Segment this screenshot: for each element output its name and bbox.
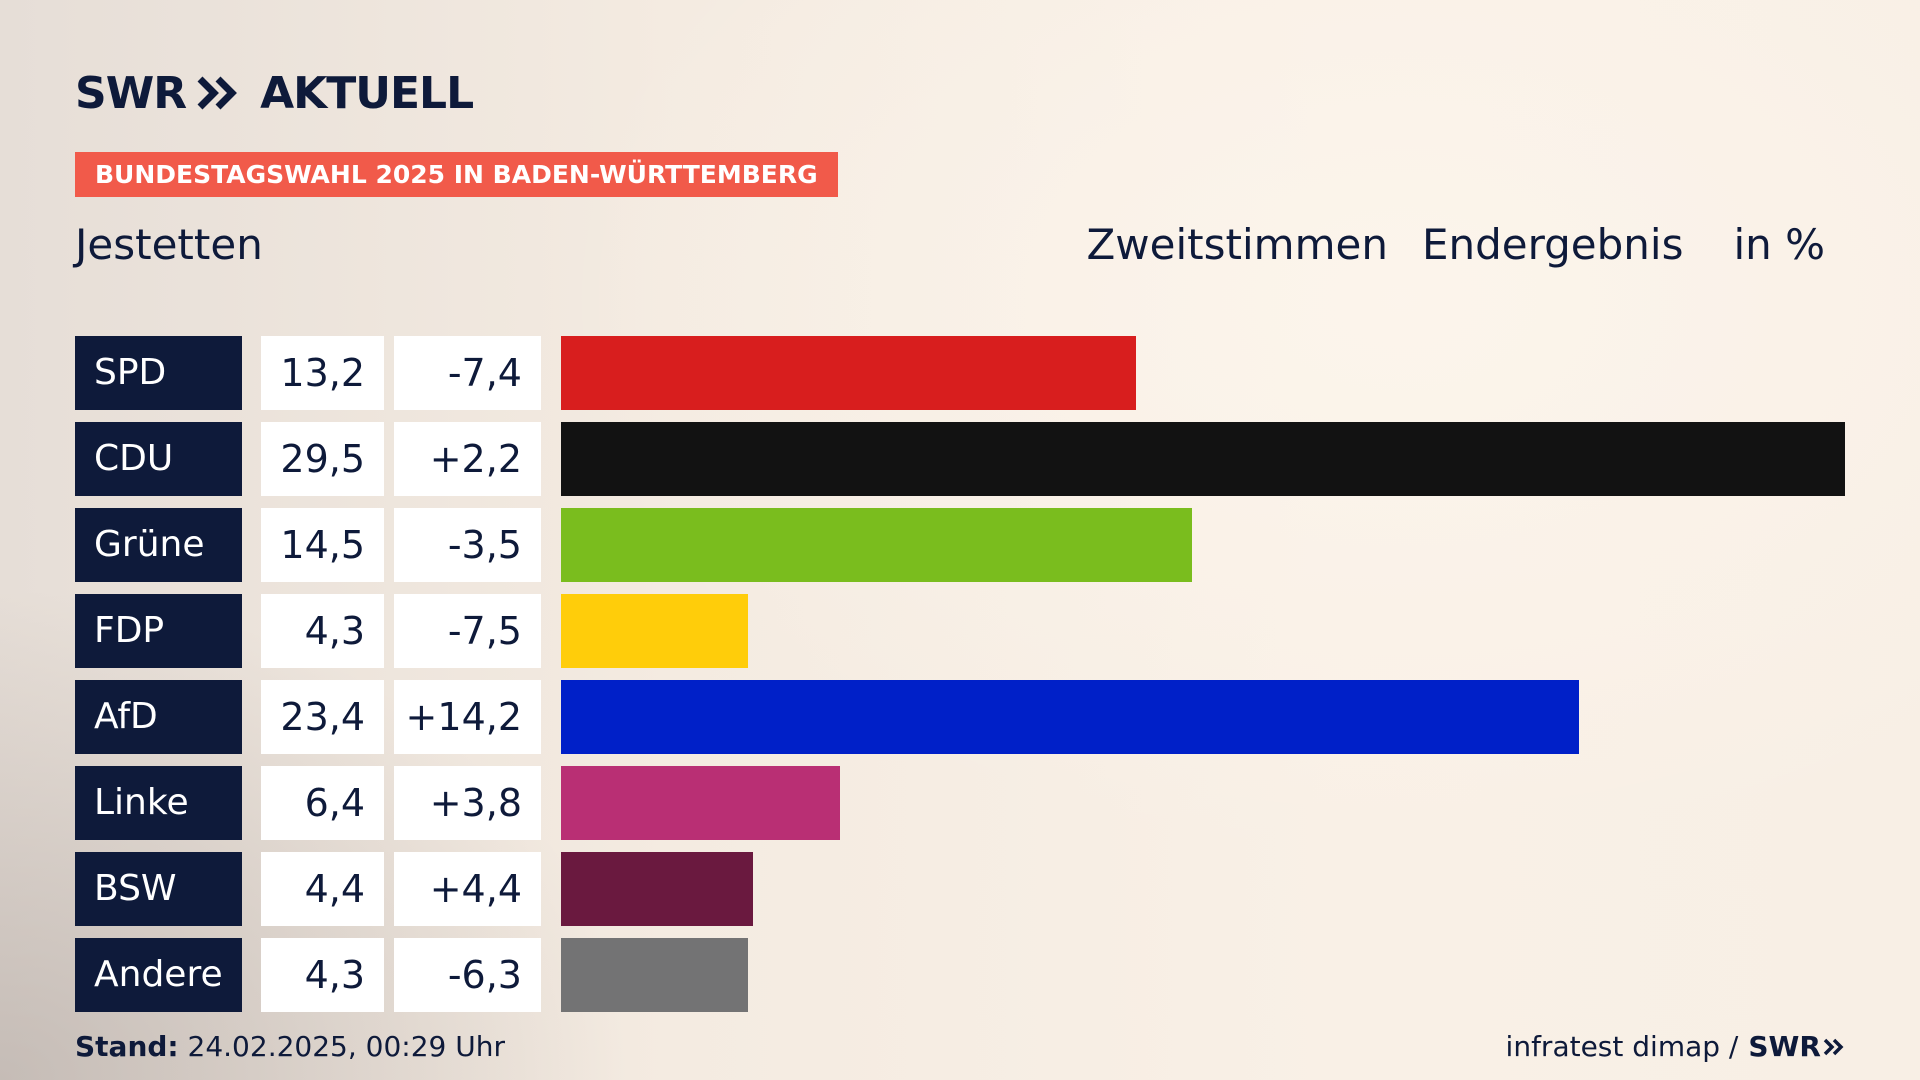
- bar-andere: [561, 938, 748, 1012]
- timestamp: Stand: 24.02.2025, 00:29 Uhr: [75, 1030, 505, 1063]
- chart-row-andere: Andere 4,3 -6,3: [75, 938, 1845, 1012]
- change-label: +14,2: [394, 680, 541, 754]
- swr-small-logo: SWR: [1748, 1030, 1845, 1063]
- vote-type-label: Zweitstimmen: [1086, 220, 1388, 269]
- double-chevron-right-icon: [1823, 1038, 1844, 1055]
- value-label: 6,4: [261, 766, 384, 840]
- chart-row-fdp: FDP 4,3 -7,5: [75, 594, 1845, 668]
- change-label: -6,3: [394, 938, 541, 1012]
- value-label: 4,3: [261, 938, 384, 1012]
- value-label: 4,4: [261, 852, 384, 926]
- chart-row-bsw: BSW 4,4 +4,4: [75, 852, 1845, 926]
- value-label: 23,4: [261, 680, 384, 754]
- double-chevron-right-icon: [196, 75, 238, 111]
- chart-row-spd: SPD 13,2 -7,4: [75, 336, 1845, 410]
- value-label: 29,5: [261, 422, 384, 496]
- chart-header: Zweitstimmen Endergebnis in %: [1087, 220, 1825, 269]
- unit-label: in %: [1733, 220, 1825, 269]
- swr-aktuell-logo: SWR AKTUELL: [75, 67, 474, 119]
- result-type-label: Endergebnis: [1421, 220, 1684, 269]
- stand-label: Stand:: [75, 1030, 179, 1063]
- change-label: -7,4: [394, 336, 541, 410]
- place-title: Jestetten: [75, 220, 263, 269]
- source-credit: infratest dimap / SWR: [1506, 1030, 1845, 1063]
- change-label: +2,2: [394, 422, 541, 496]
- logo-swr-text: SWR: [75, 67, 187, 119]
- election-badge: BUNDESTAGSWAHL 2025 IN BADEN-WÜRTTEMBERG: [75, 152, 838, 197]
- party-label: AfD: [75, 680, 242, 754]
- chart-row-cdu: CDU 29,5 +2,2: [75, 422, 1845, 496]
- chart-row-afd: AfD 23,4 +14,2: [75, 680, 1845, 754]
- chart-row-linke: Linke 6,4 +3,8: [75, 766, 1845, 840]
- chart-row-grüne: Grüne 14,5 -3,5: [75, 508, 1845, 582]
- party-label: Andere: [75, 938, 242, 1012]
- party-label: Linke: [75, 766, 242, 840]
- bar-cdu: [561, 422, 1845, 496]
- bar-linke: [561, 766, 840, 840]
- logo-aktuell-text: AKTUELL: [260, 67, 474, 119]
- stand-value: 24.02.2025, 00:29 Uhr: [187, 1030, 505, 1063]
- party-label: BSW: [75, 852, 242, 926]
- swr-small-text: SWR: [1748, 1030, 1821, 1063]
- bar-spd: [561, 336, 1136, 410]
- value-label: 13,2: [261, 336, 384, 410]
- bar-bsw: [561, 852, 753, 926]
- change-label: -3,5: [394, 508, 541, 582]
- bar-grüne: [561, 508, 1192, 582]
- change-label: +4,4: [394, 852, 541, 926]
- change-label: +3,8: [394, 766, 541, 840]
- party-label: SPD: [75, 336, 242, 410]
- value-label: 14,5: [261, 508, 384, 582]
- bar-afd: [561, 680, 1579, 754]
- bar-fdp: [561, 594, 748, 668]
- party-label: FDP: [75, 594, 242, 668]
- change-label: -7,5: [394, 594, 541, 668]
- party-label: Grüne: [75, 508, 242, 582]
- source-text: infratest dimap /: [1505, 1030, 1739, 1063]
- value-label: 4,3: [261, 594, 384, 668]
- party-label: CDU: [75, 422, 242, 496]
